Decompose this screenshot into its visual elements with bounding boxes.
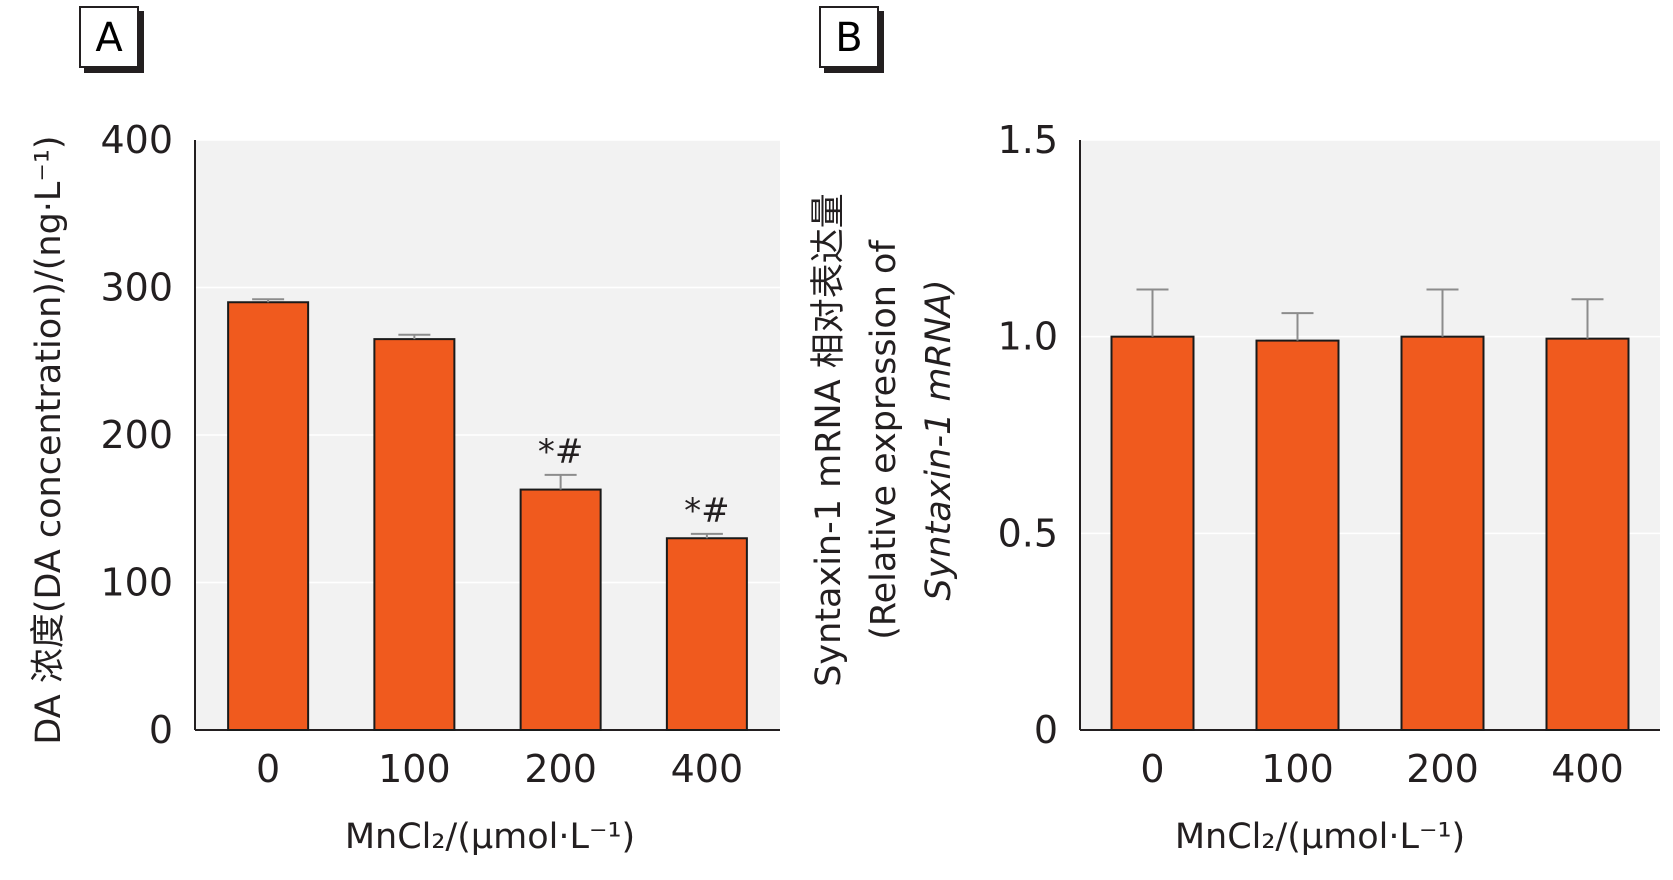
panel-a-xlabel: MnCl₂/(μmol·L⁻¹) — [345, 817, 635, 857]
panel-b-ytick-label: 0 — [1034, 708, 1058, 752]
panel-a-ytick-label: 100 — [100, 561, 173, 605]
panel-b-bar — [1545, 337, 1630, 731]
panel-a-xtick-label: 400 — [671, 747, 744, 791]
panel-a-bar — [519, 488, 602, 732]
panel-b-xlabel: MnCl₂/(μmol·L⁻¹) — [1175, 817, 1465, 857]
panel-b-xtick-label: 400 — [1551, 747, 1624, 791]
panel-a-ytick-label: 300 — [100, 266, 173, 310]
panel-a-significance-label: *# — [538, 432, 584, 472]
panel-b-bar — [1400, 335, 1485, 731]
panel-a-significance-label: *# — [684, 491, 730, 531]
panel-b-ylabel-line2: (Relative expression of — [864, 240, 904, 640]
panel-a-bar — [665, 537, 748, 731]
panel-b: B 0 0.5 1.0 1.5 0 100 200 400 Syntaxin-1 mRNA 相… — [809, 6, 1660, 857]
panel-a-xtick-label: 200 — [524, 747, 597, 791]
panel-a-xtick-label: 0 — [256, 747, 280, 791]
panel-b-ylabel-line1: Syntaxin-1 mRNA 相对表达量 — [809, 193, 849, 687]
panel-b-plot-area: 0 0.5 1.0 1.5 0 100 200 400 — [998, 118, 1660, 791]
panel-a-ytick-label: 200 — [100, 413, 173, 457]
panel-b-ytick-label: 1.0 — [998, 315, 1058, 359]
panel-b-bar — [1255, 339, 1340, 731]
panel-b-ylabel-line3: Syntaxin-1 mRNA) — [919, 279, 959, 600]
panel-a-bar — [373, 338, 456, 731]
panel-b-xtick-label: 0 — [1140, 747, 1164, 791]
panel-a-ytick-label: 0 — [149, 708, 173, 752]
panel-b-bar — [1110, 335, 1195, 731]
panel-b-label: B — [835, 15, 862, 61]
panel-a-plot-area: 0 100 200 300 400 0 100 *# 200 *# 400 — [100, 118, 780, 791]
panel-b-ytick-label: 1.5 — [998, 118, 1058, 162]
panel-a-ytick-label: 400 — [100, 118, 173, 162]
panel-a: A 0 100 200 300 400 0 100 *# 200 *# 400 DA 浓度(DA c… — [29, 6, 780, 857]
panel-b-xtick-label: 200 — [1406, 747, 1479, 791]
panel-a-label-box — [79, 6, 139, 68]
panel-b-xtick-label: 100 — [1261, 747, 1334, 791]
panel-b-ytick-label: 0.5 — [998, 511, 1058, 555]
panel-a-bar — [227, 301, 310, 731]
panel-a-xtick-label: 100 — [378, 747, 451, 791]
panel-a-ylabel: DA 浓度(DA concentration)/(ng·L⁻¹) — [29, 135, 69, 744]
panel-a-label: A — [95, 15, 123, 61]
panel-b-label-box — [819, 6, 879, 68]
